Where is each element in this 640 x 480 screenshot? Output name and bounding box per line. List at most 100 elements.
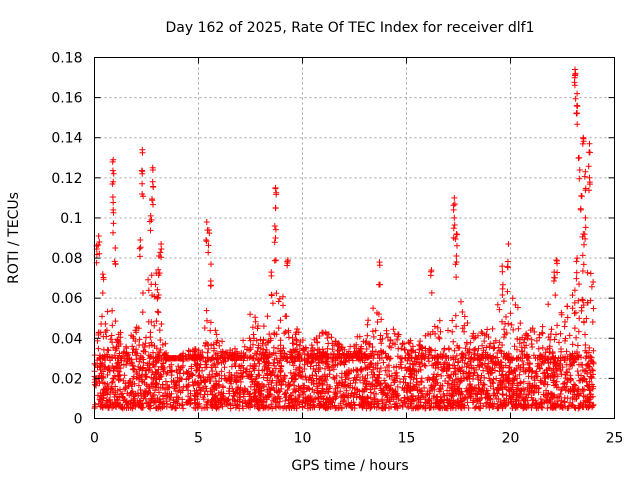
data-point (404, 366, 411, 373)
data-point (99, 403, 106, 410)
data-point (488, 402, 495, 409)
data-point (588, 354, 595, 361)
data-point (307, 375, 314, 381)
data-point (191, 399, 198, 406)
data-point (548, 391, 555, 398)
data-point (404, 382, 411, 389)
x-tick-label: 5 (194, 431, 203, 447)
data-point (310, 365, 317, 372)
data-point (490, 392, 497, 398)
data-point (207, 319, 214, 326)
data-point (281, 372, 288, 379)
data-point (111, 372, 118, 379)
data-point (192, 405, 199, 412)
data-point (554, 394, 561, 401)
data-point (278, 385, 285, 392)
data-point (371, 396, 378, 403)
data-point (208, 388, 215, 395)
data-point (514, 346, 520, 353)
data-point (192, 346, 199, 353)
data-point (114, 336, 121, 343)
data-point (581, 241, 587, 248)
data-point (471, 370, 477, 377)
data-point (384, 354, 390, 361)
data-point (373, 391, 379, 397)
data-point (498, 348, 505, 355)
data-point (545, 334, 552, 341)
data-point (367, 394, 374, 401)
data-point (413, 368, 420, 375)
data-point (421, 384, 428, 391)
data-point (95, 233, 102, 239)
data-point (100, 354, 106, 361)
data-point (295, 387, 302, 394)
data-point (92, 401, 99, 408)
data-point (559, 386, 565, 392)
data-point (96, 396, 103, 403)
data-point (582, 342, 589, 348)
data-point (372, 377, 379, 384)
data-point (378, 316, 385, 323)
data-point (404, 350, 411, 357)
x-tick-label: 25 (606, 431, 624, 447)
data-point (475, 388, 482, 394)
data-point (299, 368, 306, 375)
data-point (501, 326, 508, 333)
data-point (273, 355, 280, 362)
data-point (213, 339, 220, 346)
data-point (162, 340, 169, 347)
data-point (203, 401, 210, 408)
data-point (333, 404, 340, 411)
data-point (258, 355, 265, 361)
data-point (194, 362, 200, 369)
data-point (575, 392, 582, 399)
data-point (177, 389, 184, 396)
data-point (137, 237, 144, 243)
data-point (110, 220, 117, 227)
data-point (112, 401, 119, 408)
data-point (183, 376, 190, 383)
data-point (123, 362, 130, 368)
data-point (162, 351, 169, 358)
data-point (218, 375, 225, 382)
data-point (249, 324, 256, 331)
data-point (391, 401, 398, 408)
data-point (386, 398, 393, 405)
data-point (381, 377, 388, 384)
data-point (254, 380, 261, 387)
data-point (387, 385, 394, 392)
data-point (281, 330, 288, 337)
data-point (242, 399, 249, 406)
data-point (161, 365, 168, 371)
data-point (120, 397, 127, 404)
data-point (129, 343, 136, 350)
data-point (269, 405, 276, 412)
data-point (378, 355, 385, 361)
data-point (520, 361, 527, 368)
data-point (578, 193, 585, 200)
data-point (356, 355, 363, 362)
data-point (210, 347, 217, 354)
data-point (108, 379, 115, 386)
data-point (163, 393, 170, 400)
data-point (148, 272, 155, 279)
data-point (141, 348, 147, 355)
data-point (590, 279, 597, 285)
data-point (542, 349, 549, 356)
data-point (100, 274, 107, 281)
data-point (362, 365, 369, 372)
data-point (384, 334, 391, 341)
data-point (170, 399, 177, 406)
data-point (406, 373, 413, 380)
data-point (136, 336, 143, 343)
data-point (285, 329, 292, 336)
data-point (517, 401, 524, 408)
data-point (451, 214, 458, 221)
data-point (504, 258, 511, 265)
y-tick-label: 0.02 (51, 371, 82, 387)
data-point (309, 386, 316, 393)
data-point (236, 405, 243, 412)
data-point (252, 318, 259, 325)
data-point (550, 373, 557, 380)
data-point (550, 366, 557, 373)
